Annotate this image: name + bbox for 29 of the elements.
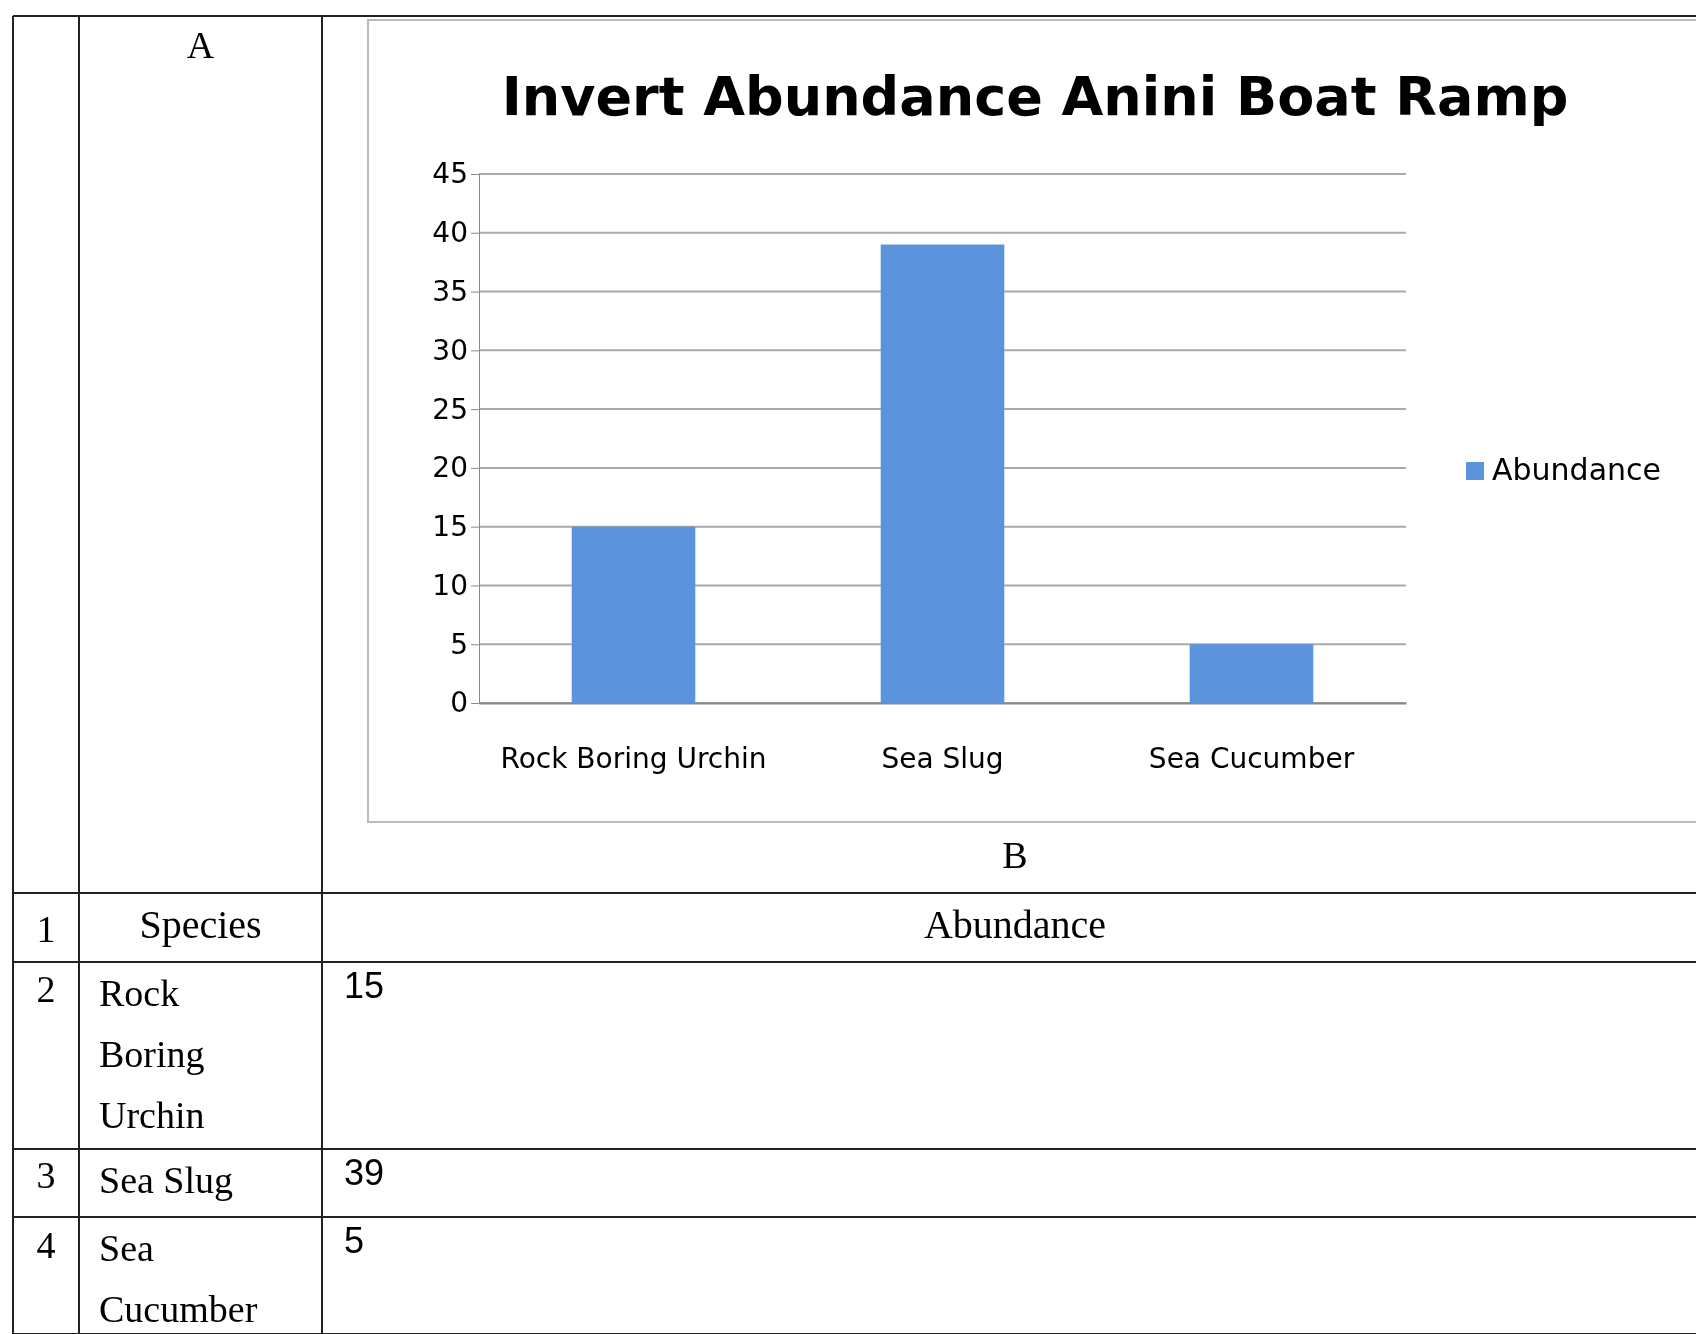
category-label: Sea Slug xyxy=(99,1159,234,1201)
legend-label: Abundance xyxy=(1492,452,1661,487)
y-tick-label: 25 xyxy=(432,392,468,426)
text: B xyxy=(1002,834,1028,876)
y-tick-label: 40 xyxy=(432,216,468,250)
x-tick-label: Sea Slug xyxy=(881,741,1004,775)
y-tick-label: 0 xyxy=(450,686,468,720)
text: 3 xyxy=(36,1154,56,1196)
y-tick-label: 15 xyxy=(432,510,468,544)
y-tick-label: 5 xyxy=(450,627,468,661)
x-tick-label: Sea Cucumber xyxy=(1148,741,1355,775)
x-tick-label: Rock Boring Urchin xyxy=(500,741,767,775)
text: 4 xyxy=(36,1224,56,1266)
text: Abundance xyxy=(923,902,1107,947)
chart-title: Invert Abundance Anini Boat Ramp xyxy=(501,65,1569,128)
text: 1 xyxy=(36,908,56,950)
text: A xyxy=(186,24,215,66)
y-tick-label: 20 xyxy=(432,451,468,485)
y-tick-label: 45 xyxy=(432,157,468,191)
text: 15 xyxy=(344,965,385,1006)
text: 5 xyxy=(344,1220,365,1261)
y-tick-label: 30 xyxy=(432,333,468,367)
category-label: Rock Boring Urchin xyxy=(99,972,205,1136)
text: 39 xyxy=(344,1152,385,1193)
y-tick-label: 35 xyxy=(432,275,468,309)
y-tick-label: 10 xyxy=(432,568,468,602)
text: 2 xyxy=(36,968,56,1010)
text: Species xyxy=(139,902,262,947)
category-label: Sea Cucumber xyxy=(99,1227,258,1330)
